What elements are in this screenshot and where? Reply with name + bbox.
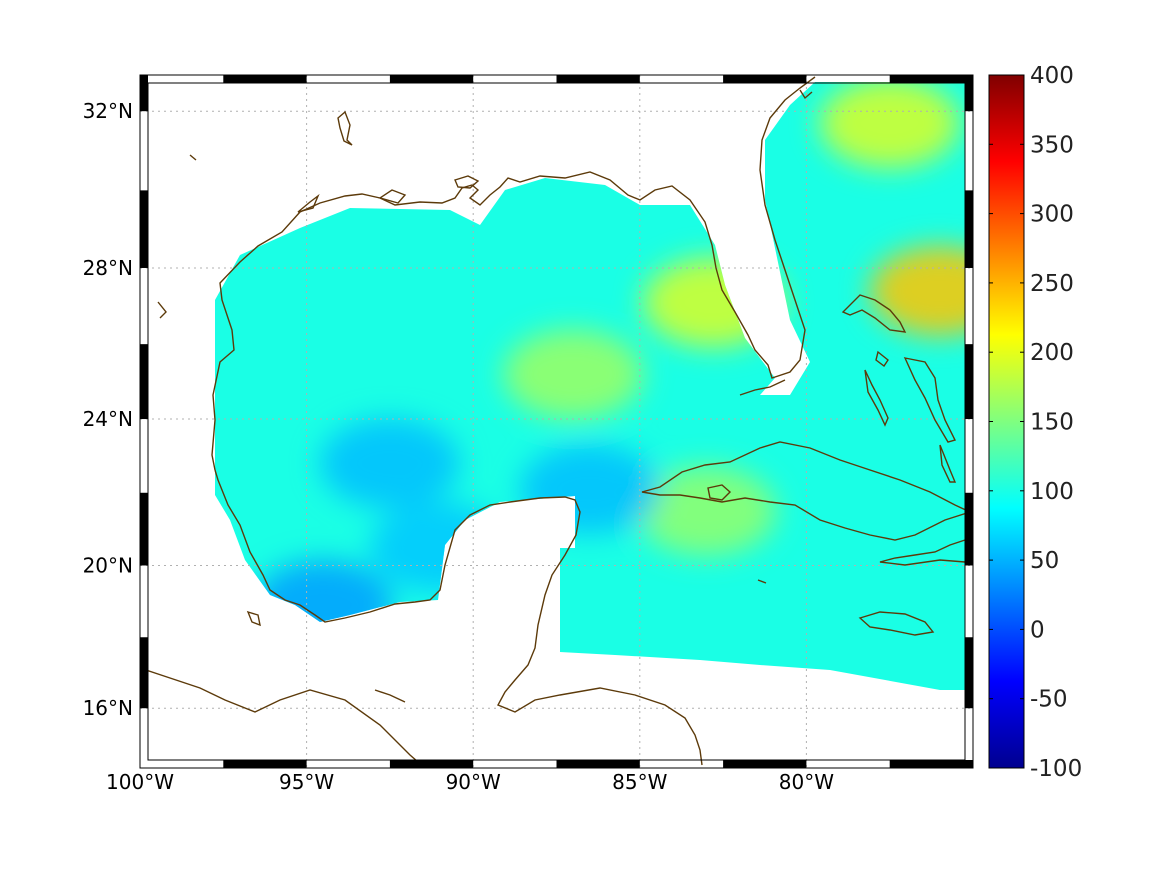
colorbar-tick-label: 400	[1030, 63, 1074, 89]
coastline-small-6	[374, 689, 406, 703]
coastline-small-2	[378, 189, 407, 204]
coastline-small-7	[799, 89, 813, 100]
colorbar-tick-label: -50	[1030, 687, 1068, 713]
x-tick-label: 100°W	[106, 770, 174, 794]
field-blob-7	[519, 444, 660, 535]
coastline-small-5	[757, 579, 767, 584]
x-tick-label: 90°W	[446, 770, 501, 794]
coastline-layer	[140, 76, 972, 768]
y-tick-labels: 32°N 28°N 24°N 20°N 16°N	[83, 99, 133, 720]
field-blob-2	[643, 257, 784, 348]
x-tick-label: 85°W	[612, 770, 667, 794]
y-tick-label: 32°N	[83, 99, 133, 123]
coastline-small-9	[189, 154, 197, 161]
frame-segment-left	[140, 492, 148, 566]
x-tick-label: 95°W	[279, 770, 334, 794]
coastline-jamaica	[858, 611, 935, 636]
frame-segment-right	[965, 492, 973, 566]
field-blob-5	[253, 560, 394, 651]
coastline-us-gulf	[211, 76, 816, 471]
colorbar-tick-label: 0	[1030, 617, 1045, 643]
coastline-cuba	[641, 441, 972, 541]
colorbar-tick-label: 50	[1030, 548, 1059, 574]
colorbar-tick-label: 100	[1030, 479, 1074, 505]
frame-segment-right	[965, 75, 973, 112]
colorbar-gradient	[988, 74, 1025, 769]
y-tick-label: 24°N	[83, 407, 133, 431]
coastline-bahamas-3	[903, 357, 957, 443]
colorbar-tick-label: 350	[1030, 132, 1074, 158]
coastline-bahamas-1	[841, 294, 907, 333]
frame-segment-top	[889, 75, 973, 83]
coastline-isla-juventud	[707, 484, 732, 501]
coastline-pacific	[140, 667, 426, 768]
frame-segment-bottom	[723, 760, 807, 768]
coastline-bahamas-5	[939, 444, 957, 483]
colorbar: 400 350 300 250 200 150 100 50 0 -50 -100	[988, 63, 1082, 782]
coastline-bahamas-4	[875, 350, 889, 368]
coastline-hispaniola	[879, 539, 966, 566]
coastline-mexico	[214, 469, 703, 766]
coastline-small-3	[297, 193, 320, 213]
field-blob-3	[503, 329, 644, 420]
colorbar-tick-label: 150	[1030, 410, 1074, 436]
colorbar-tick-labels: 400 350 300 250 200 150 100 50 0 -50 -100	[989, 63, 1082, 782]
frame-segment-bottom	[889, 760, 973, 768]
field-blob-8	[369, 502, 510, 593]
field-blob-6	[319, 418, 460, 509]
coastline-small-4	[246, 610, 261, 627]
frame-segment-left	[140, 75, 148, 112]
frame-segment-right	[965, 190, 973, 268]
frame-segment-top	[723, 75, 807, 83]
colorbar-tick-label: 250	[1030, 271, 1074, 297]
field-blob-1	[819, 82, 960, 169]
coastline-bahamas-2	[864, 369, 889, 427]
frame-segment-left	[140, 190, 148, 268]
x-tick-labels: 100°W 95°W 90°W 85°W 80°W	[106, 770, 834, 794]
frame-segment-right	[965, 344, 973, 420]
frame-segment-top	[389, 75, 474, 83]
coastline-florida-keys	[739, 379, 786, 396]
field-blob-0	[869, 245, 965, 336]
frame-segment-top	[556, 75, 640, 83]
frame-segment-left	[140, 637, 148, 709]
frame-segment-top	[223, 75, 307, 83]
y-tick-label: 20°N	[83, 553, 133, 577]
colorbar-tick-label: 300	[1030, 202, 1074, 228]
frame-segment-bottom	[223, 760, 307, 768]
frame-segment-bottom	[556, 760, 640, 768]
colorbar-tick-label: 200	[1030, 340, 1074, 366]
coastline-small-8	[157, 301, 167, 319]
colorbar-tick-label: -100	[1030, 756, 1082, 782]
x-tick-label: 80°W	[779, 770, 834, 794]
field-background	[215, 82, 965, 690]
frame-segment-right	[965, 637, 973, 709]
y-tick-label: 16°N	[83, 696, 133, 720]
heatmap-field	[215, 82, 965, 690]
field-blob-4	[636, 466, 777, 557]
frame-segment-bottom	[389, 760, 474, 768]
y-tick-label: 28°N	[83, 256, 133, 280]
coastline-small-1	[337, 110, 353, 146]
frame-segment-left	[140, 344, 148, 420]
map-frame	[139, 74, 974, 769]
coastline-lake-pontchartrain	[454, 175, 480, 189]
